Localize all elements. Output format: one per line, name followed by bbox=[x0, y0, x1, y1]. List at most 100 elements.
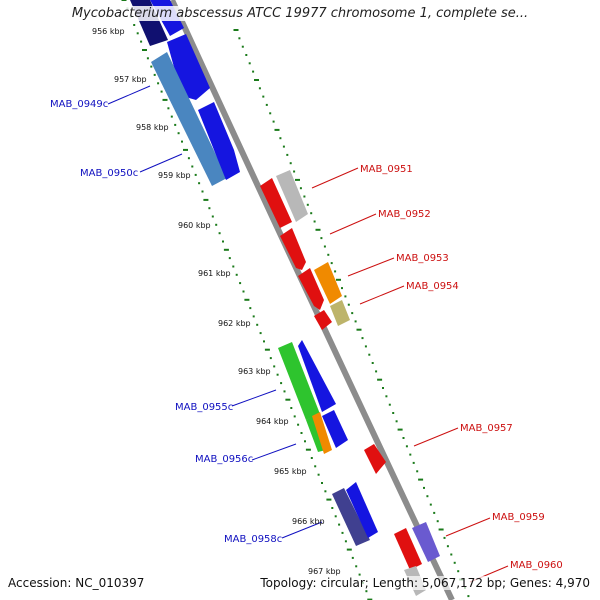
kbp-tick-label: 965 kbp bbox=[274, 467, 307, 476]
track-tick bbox=[423, 486, 425, 489]
track-tick bbox=[392, 412, 395, 414]
track-tick bbox=[274, 128, 280, 131]
gene-features bbox=[130, 0, 440, 596]
gene-label[interactable]: MAB_0949c bbox=[50, 99, 108, 110]
track-tick bbox=[265, 103, 268, 106]
track-tick bbox=[457, 570, 460, 573]
track-tick bbox=[218, 232, 221, 235]
kbp-tick-label: 961 kbp bbox=[198, 269, 231, 278]
gene-feature[interactable] bbox=[167, 34, 210, 100]
gene-feature[interactable] bbox=[314, 310, 332, 330]
track-tick bbox=[385, 395, 388, 398]
gene-label[interactable]: MAB_0953 bbox=[396, 253, 449, 264]
gene-feature[interactable] bbox=[151, 52, 227, 186]
track-tick bbox=[157, 82, 160, 85]
track-tick bbox=[320, 237, 323, 240]
track-tick bbox=[327, 253, 330, 256]
track-tick bbox=[368, 353, 371, 356]
gene-label[interactable]: MAB_0958c bbox=[224, 534, 282, 545]
gene-feature[interactable] bbox=[314, 262, 342, 304]
kbp-tick-label: 964 kbp bbox=[256, 417, 289, 426]
gene-feature[interactable] bbox=[394, 528, 422, 570]
track-tick bbox=[351, 312, 354, 315]
track-tick bbox=[438, 528, 444, 531]
track-tick bbox=[282, 145, 285, 148]
accession-text: Accession: NC_010397 bbox=[8, 576, 145, 590]
track-tick bbox=[453, 561, 456, 564]
track-tick bbox=[395, 420, 398, 423]
track-tick bbox=[272, 120, 275, 123]
gene-label[interactable]: MAB_0955c bbox=[175, 402, 233, 413]
track-tick bbox=[191, 165, 194, 168]
track-tick bbox=[317, 473, 320, 476]
track-tick bbox=[356, 328, 362, 331]
gene-label[interactable]: MAB_0950c bbox=[80, 168, 138, 179]
track-tick bbox=[258, 87, 261, 90]
track-tick bbox=[215, 223, 218, 226]
track-tick bbox=[241, 45, 244, 48]
right-label-leaders bbox=[311, 167, 509, 583]
track-tick bbox=[303, 195, 306, 198]
track-tick bbox=[334, 515, 337, 518]
track-tick bbox=[142, 49, 147, 51]
gene-label[interactable]: MAB_0960 bbox=[510, 560, 563, 571]
track-tick bbox=[222, 240, 224, 243]
track-tick bbox=[203, 198, 209, 201]
gene-feature[interactable] bbox=[312, 412, 332, 454]
track-tick bbox=[252, 70, 255, 73]
track-tick bbox=[293, 415, 296, 418]
track-tick bbox=[416, 470, 419, 473]
track-tick bbox=[371, 362, 374, 364]
track-tick bbox=[223, 248, 229, 251]
track-tick bbox=[355, 565, 358, 568]
gene-label[interactable]: MAB_0959 bbox=[492, 512, 545, 523]
track-tick bbox=[263, 340, 265, 343]
track-tick bbox=[418, 478, 424, 481]
track-tick bbox=[336, 278, 341, 281]
track-tick bbox=[331, 507, 334, 509]
track-tick bbox=[313, 220, 316, 223]
track-tick bbox=[300, 432, 303, 434]
gene-label[interactable]: MAB_0957 bbox=[460, 423, 513, 434]
track-tick bbox=[269, 357, 272, 360]
genome-stats: Topology: circular; Length: 5,067,172 bp… bbox=[260, 576, 590, 590]
gene-label[interactable]: MAB_0952 bbox=[378, 209, 431, 220]
gene-label[interactable]: MAB_0951 bbox=[360, 164, 413, 175]
track-tick bbox=[201, 190, 204, 193]
track-tick bbox=[290, 407, 293, 409]
gene-feature[interactable] bbox=[298, 340, 336, 412]
track-tick bbox=[233, 29, 239, 31]
gene-feature[interactable] bbox=[278, 342, 320, 420]
kbp-tick-label: 960 kbp bbox=[178, 221, 211, 230]
track-tick bbox=[279, 137, 282, 140]
track-tick bbox=[140, 40, 143, 43]
track-tick bbox=[228, 257, 231, 260]
gene-label[interactable]: MAB_0956c bbox=[195, 454, 253, 465]
track-tick bbox=[187, 157, 190, 160]
gene-feature[interactable] bbox=[330, 300, 350, 326]
track-tick bbox=[239, 282, 242, 285]
track-tick bbox=[183, 148, 188, 151]
gene-feature[interactable] bbox=[276, 170, 308, 222]
gene-feature[interactable] bbox=[346, 482, 378, 538]
track-tick bbox=[174, 123, 177, 126]
gene-feature[interactable] bbox=[198, 102, 240, 180]
kbp-tick-label: 962 kbp bbox=[218, 319, 251, 328]
gene-feature[interactable] bbox=[260, 178, 292, 228]
track-tick bbox=[450, 553, 453, 556]
gene-feature[interactable] bbox=[332, 488, 370, 546]
track-tick bbox=[254, 79, 259, 81]
gene-label[interactable]: MAB_0954 bbox=[406, 281, 459, 292]
gene-feature[interactable] bbox=[412, 522, 440, 562]
gene-feature[interactable] bbox=[298, 268, 324, 310]
track-tick bbox=[262, 95, 265, 98]
track-tick bbox=[344, 295, 347, 298]
gene-feature[interactable] bbox=[364, 444, 386, 474]
track-tick bbox=[341, 287, 343, 290]
track-tick bbox=[248, 62, 251, 65]
gene-feature[interactable] bbox=[280, 228, 306, 270]
track-tick bbox=[232, 265, 235, 268]
kbp-tick-label: 956 kbp bbox=[92, 27, 125, 36]
track-tick bbox=[150, 65, 153, 68]
gene-feature[interactable] bbox=[322, 410, 348, 448]
